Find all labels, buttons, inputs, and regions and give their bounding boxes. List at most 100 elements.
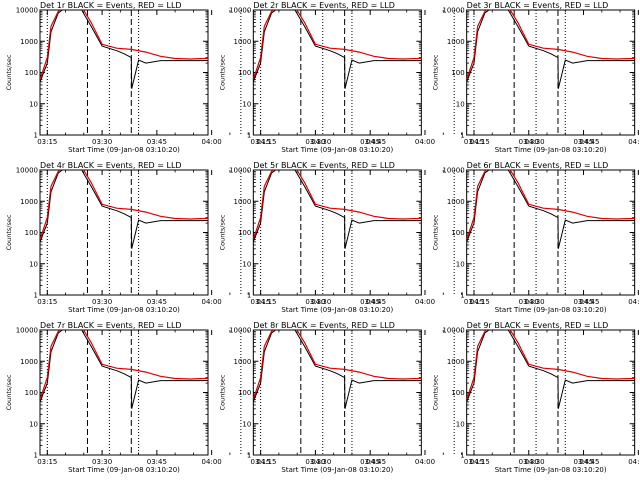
- x-tick-label: 04:15: [470, 458, 490, 466]
- y-axis-label: Counts/sec: [432, 54, 440, 90]
- series-lld-line: [40, 170, 208, 240]
- y-tick-label: 10: [456, 420, 465, 428]
- x-tick-label: 04:15: [470, 138, 490, 146]
- x-axis-label: Start Time (09-Jan-08 03:10:20): [68, 466, 180, 474]
- y-tick-label: 1: [34, 452, 38, 460]
- series-lld-line: [466, 170, 635, 240]
- x-tick-label: 04:00: [415, 458, 435, 466]
- series-events-line: [40, 170, 208, 249]
- series-events-line: [40, 10, 208, 89]
- y-tick-label: 1000: [447, 38, 465, 46]
- y-tick-label: 10: [29, 260, 38, 268]
- x-tick-label: 03:30: [519, 298, 539, 306]
- series-events-line: [466, 170, 635, 249]
- x-tick-label: 03:30: [92, 138, 112, 146]
- y-tick-label: 10000: [229, 167, 251, 175]
- detector-panel: Det 4r BLACK = Events, RED = LLD Counts/s…: [5, 161, 386, 314]
- x-axis-label: Start Time (09-Jan-08 03:10:20): [495, 146, 607, 154]
- x-tick-label: 04:15: [256, 298, 276, 306]
- detector-panel: Det 1r BLACK = Events, RED = LLD Counts/s…: [5, 1, 386, 154]
- y-tick-label: 1: [247, 292, 251, 300]
- y-tick-label: 10: [242, 260, 251, 268]
- series-group: [466, 170, 635, 249]
- x-tick-label: 04:45: [366, 298, 386, 306]
- y-axis-label: Counts/sec: [432, 374, 440, 410]
- series-events-line: [466, 10, 635, 89]
- x-tick-label: 03:45: [360, 298, 380, 306]
- y-axis-label: Counts/sec: [218, 374, 226, 410]
- x-tick-label: 03:15: [464, 458, 484, 466]
- series-lld-line: [40, 330, 208, 400]
- x-tick-label: 03:15: [464, 138, 484, 146]
- x-tick-label: 04:30: [311, 458, 331, 466]
- x-tick-label: 04:15: [256, 458, 276, 466]
- y-tick-label: 1: [460, 292, 464, 300]
- y-tick-label: 1: [34, 132, 38, 140]
- y-tick-label: 10000: [16, 327, 38, 335]
- x-axis-label: Start Time (09-Jan-08 03:10:20): [495, 466, 607, 474]
- series-lld-line: [253, 330, 422, 400]
- x-tick-label: 03:15: [37, 298, 57, 306]
- plot-frame: [466, 329, 636, 456]
- x-tick-label: 03:30: [519, 138, 539, 146]
- y-tick-label: 1: [34, 292, 38, 300]
- panel-title: Det 6r BLACK = Events, RED = LLD: [467, 161, 609, 170]
- detector-panel: Det 7r BLACK = Events, RED = LLD Counts/s…: [5, 321, 386, 474]
- plot-frame: [466, 9, 636, 136]
- plot-frame: [39, 329, 209, 456]
- series-group: [466, 330, 635, 409]
- x-tick-label: 04:30: [311, 138, 331, 146]
- detector-panel: Det 5r BLACK = Events, RED = LLD Counts/s…: [218, 161, 599, 314]
- x-axis-label: Start Time (09-Jan-08 03:10:20): [68, 306, 180, 314]
- detector-panel: Det 9r BLACK = Events, RED = LLD Counts/s…: [432, 321, 640, 474]
- y-tick-label: 100: [238, 229, 251, 237]
- x-tick-label: 03:30: [305, 298, 325, 306]
- x-tick-label: 04:45: [366, 458, 386, 466]
- series-group: [40, 330, 208, 409]
- series-group: [253, 170, 422, 249]
- series-group: [40, 10, 208, 89]
- y-tick-label: 10000: [442, 7, 464, 15]
- detector-panel: Det 6r BLACK = Events, RED = LLD Counts/s…: [432, 161, 640, 314]
- plot-frame: [466, 169, 636, 296]
- x-tick-label: 04:00: [415, 138, 435, 146]
- x-tick-label: 04:30: [524, 138, 544, 146]
- x-tick-label: 03:15: [37, 458, 57, 466]
- y-tick-label: 10: [456, 260, 465, 268]
- x-tick-label: 03:30: [305, 138, 325, 146]
- x-tick-label: 04:45: [579, 138, 599, 146]
- series-group: [253, 330, 422, 409]
- y-axis-label: Counts/sec: [5, 374, 13, 410]
- x-tick-label: 03:15: [37, 138, 57, 146]
- x-tick-label: 04:00: [628, 298, 640, 306]
- series-lld-line: [253, 10, 422, 80]
- y-tick-label: 1000: [447, 198, 465, 206]
- y-tick-label: 10000: [229, 327, 251, 335]
- y-tick-label: 10000: [16, 167, 38, 175]
- plot-frame: [39, 169, 209, 296]
- panel-title: Det 1r BLACK = Events, RED = LLD: [40, 1, 182, 10]
- series-events-line: [253, 170, 422, 249]
- series-events-line: [40, 330, 208, 409]
- y-tick-label: 1000: [20, 358, 38, 366]
- x-tick-label: 03:45: [147, 298, 167, 306]
- y-tick-label: 10: [242, 100, 251, 108]
- y-tick-label: 1: [247, 452, 251, 460]
- x-tick-label: 03:45: [360, 458, 380, 466]
- y-tick-label: 100: [451, 229, 464, 237]
- x-tick-label: 04:30: [524, 458, 544, 466]
- x-tick-label: 03:45: [573, 138, 593, 146]
- y-tick-label: 1000: [20, 38, 38, 46]
- y-tick-label: 100: [25, 69, 38, 77]
- series-events-line: [466, 330, 635, 409]
- series-lld-line: [40, 10, 208, 80]
- y-tick-label: 100: [238, 389, 251, 397]
- x-tick-label: 03:15: [251, 458, 271, 466]
- y-tick-label: 10000: [16, 7, 38, 15]
- x-tick-label: 04:45: [579, 458, 599, 466]
- y-tick-label: 1: [247, 132, 251, 140]
- series-events-line: [253, 330, 422, 409]
- x-tick-label: 03:30: [519, 458, 539, 466]
- x-tick-label: 04:30: [524, 298, 544, 306]
